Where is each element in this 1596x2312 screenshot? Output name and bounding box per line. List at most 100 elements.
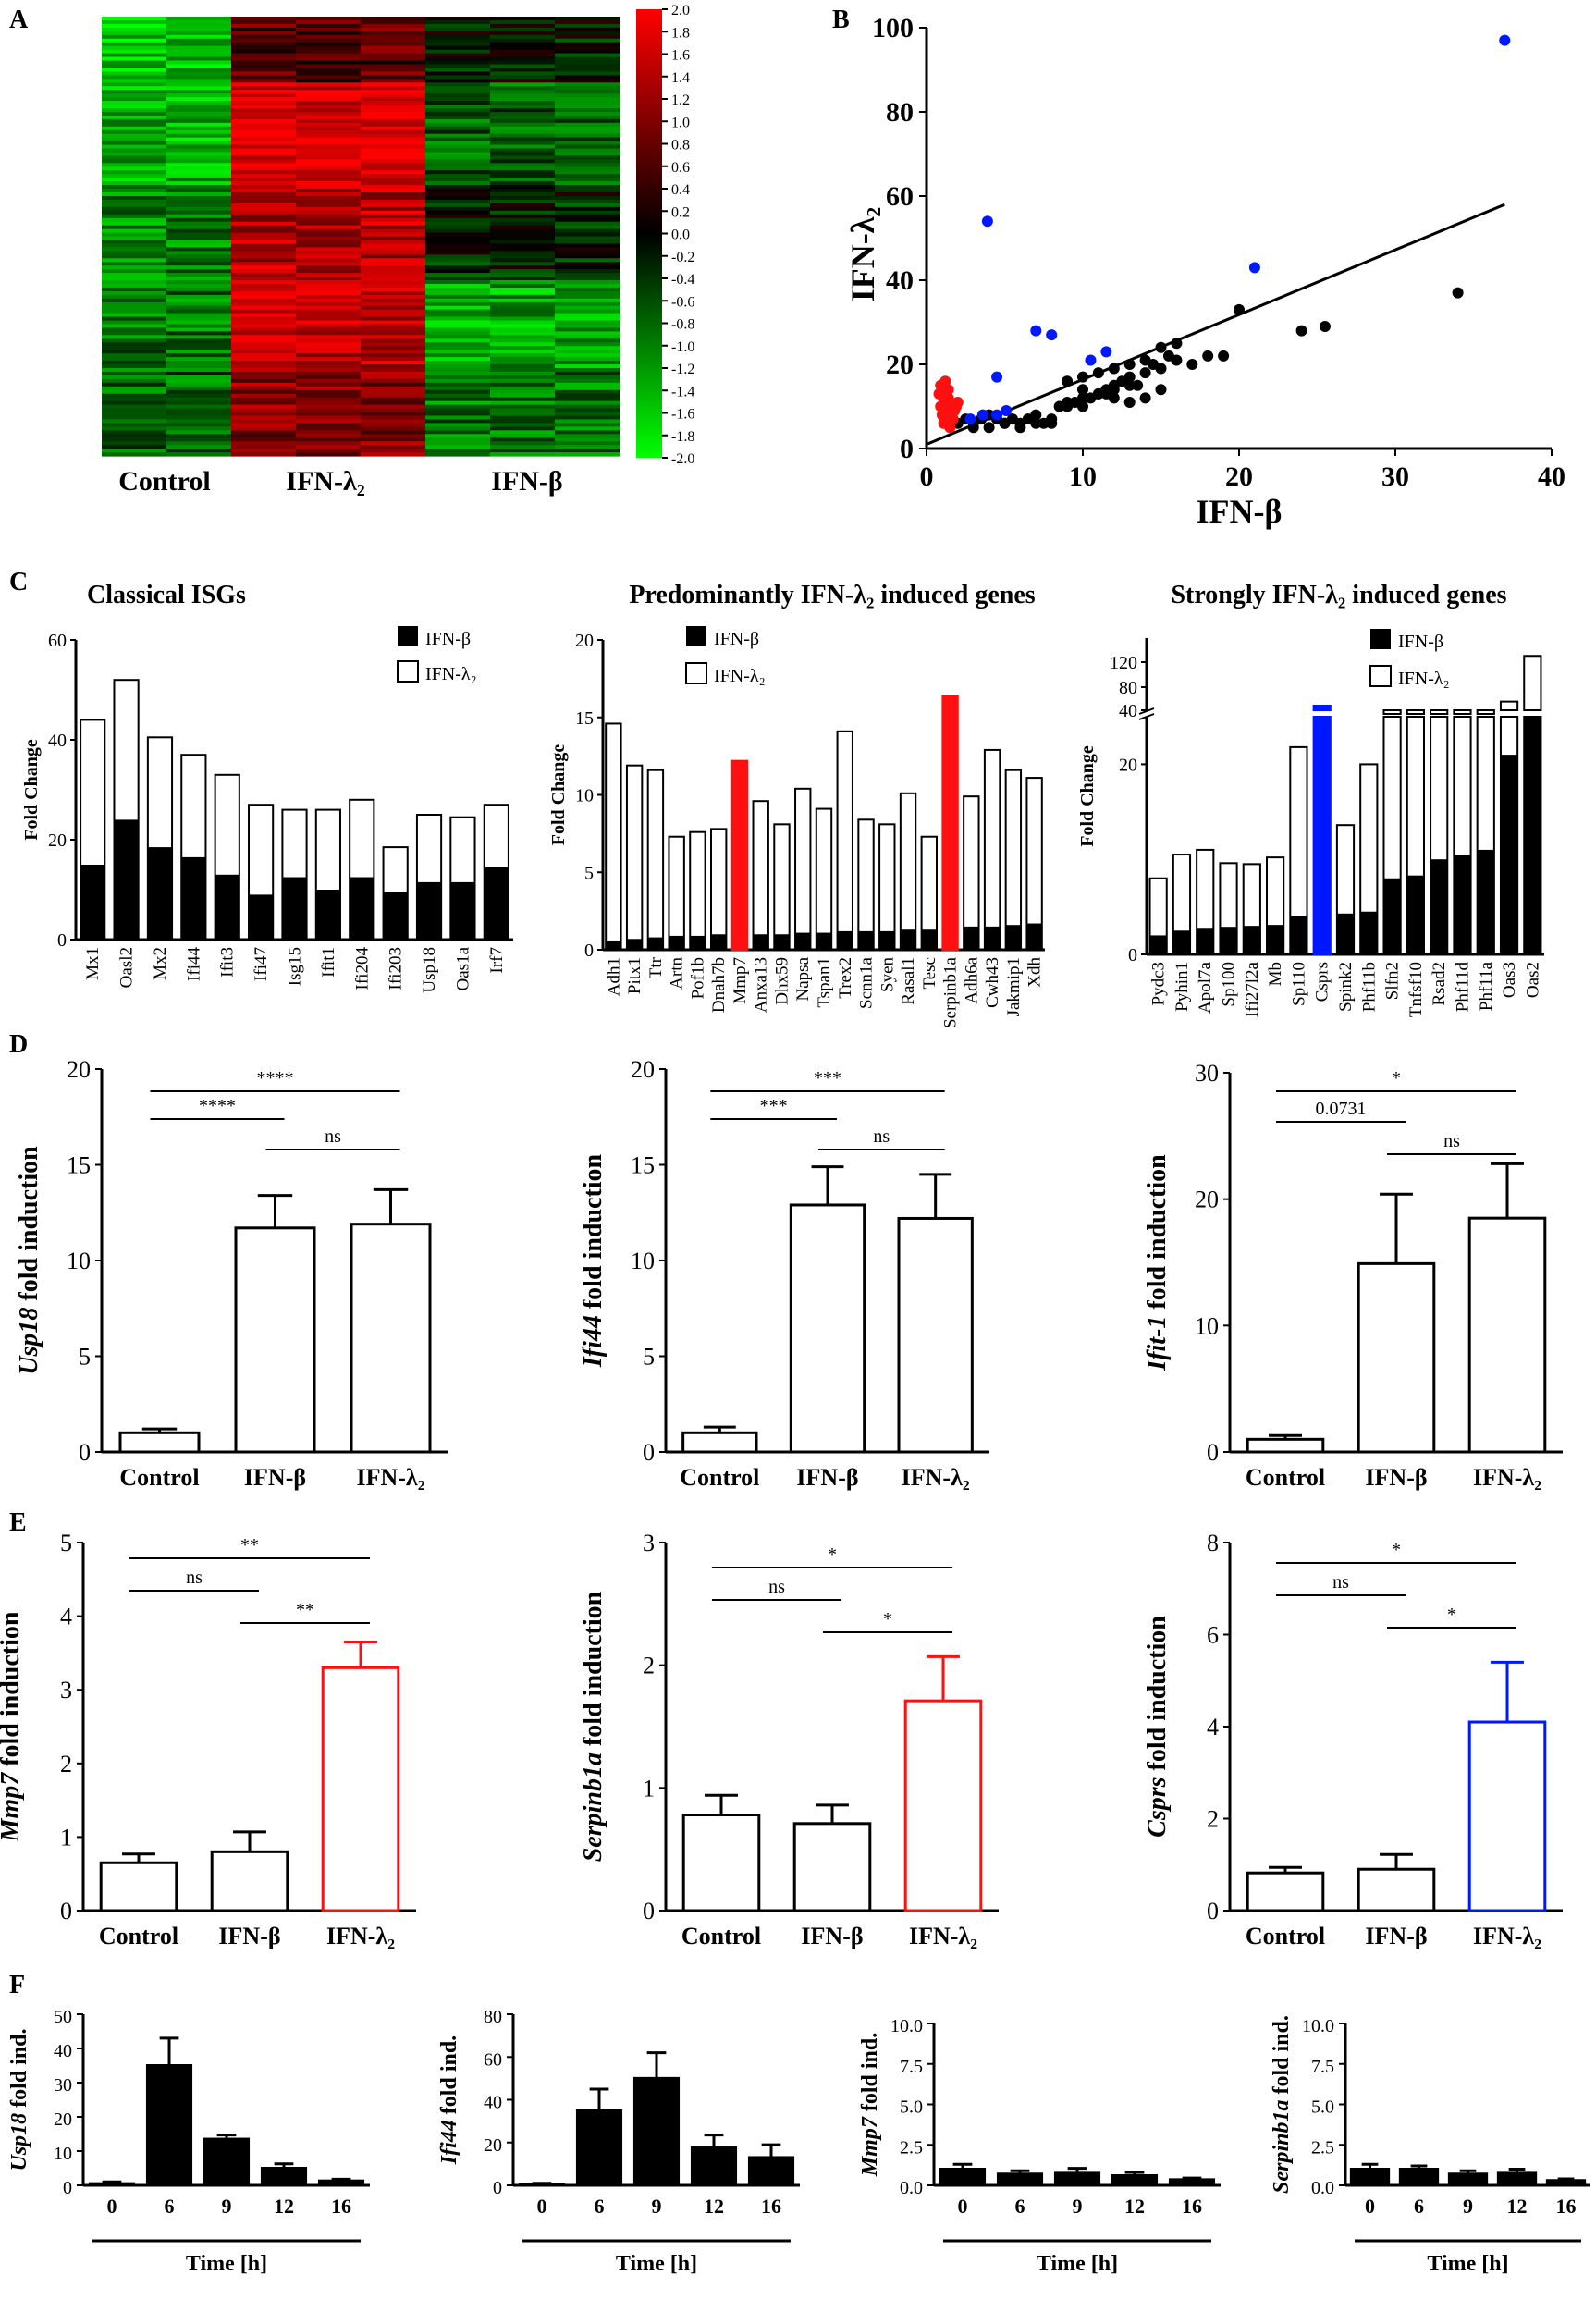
bar: [88, 2182, 136, 2187]
heatmap-cell: [166, 155, 232, 160]
bar-beta: [114, 819, 139, 940]
heatmap-cell: [231, 174, 297, 178]
heatmap-cell: [490, 27, 556, 32]
heatmap-cell: [102, 17, 167, 21]
heatmap-cell: [166, 137, 232, 142]
heatmap-cell: [296, 101, 362, 105]
heatmap-cell: [231, 452, 297, 457]
heatmap-cell: [166, 273, 232, 277]
heatmap-cell: [166, 129, 232, 135]
heatmap-cell: [296, 166, 362, 171]
heatmap-cell: [361, 97, 426, 102]
heatmap-cell: [296, 290, 362, 296]
heatmap-cell: [490, 449, 556, 453]
x-tick-label: Oas3: [1500, 962, 1519, 998]
heatmap-cell: [490, 338, 556, 343]
heatmap-cell: [490, 133, 556, 139]
scatter-point-blue: [981, 215, 993, 228]
significance-label: ns: [186, 1568, 203, 1588]
heatmap-cell: [231, 122, 297, 128]
x-tick-label: Irf7: [487, 947, 507, 973]
heatmap-cell: [555, 185, 620, 190]
bar: [1467, 1720, 1547, 1912]
heatmap-cell: [361, 393, 426, 399]
heatmap-cell: [102, 430, 167, 435]
colorbar-tick-label: 0.8: [671, 138, 690, 154]
bar-beta: [647, 937, 664, 950]
heatmap-cell: [231, 68, 297, 72]
heatmap-cell: [296, 90, 362, 94]
bar-lambda: [941, 695, 959, 951]
heatmap-cell: [102, 400, 167, 406]
heatmap-cell: [425, 430, 491, 435]
bar: [118, 1431, 201, 1454]
heatmap-cell: [231, 75, 297, 80]
heatmap-cell: [166, 324, 232, 329]
y-tick-label: 0: [63, 2178, 72, 2198]
heatmap-cell: [296, 17, 362, 21]
heatmap-cell: [102, 148, 167, 154]
heatmap-cell: [425, 71, 491, 76]
heatmap-cell: [166, 350, 232, 354]
heatmap-cell: [425, 280, 491, 285]
bar-beta: [1383, 878, 1401, 954]
heatmap-cell: [166, 382, 232, 387]
heatmap-cell: [102, 152, 167, 157]
heatmap-cell: [425, 331, 491, 336]
scatter-point-black: [1062, 396, 1074, 408]
y-tick-label: 20: [631, 1056, 655, 1083]
heatmap-cell: [166, 338, 232, 343]
y-tick-label: 20: [54, 2109, 72, 2130]
y-tick-label: 2: [1207, 1806, 1219, 1833]
heatmap-cell: [102, 419, 167, 424]
bar-beta: [731, 934, 748, 950]
heatmap-cell: [490, 346, 556, 350]
heatmap-cell: [555, 247, 620, 252]
heatmap-cell: [425, 42, 491, 47]
scatter-point-black: [1046, 417, 1058, 429]
heatmap-cell: [166, 371, 232, 376]
heatmap-cell: [490, 452, 556, 457]
colorbar-tick-label: 0.6: [671, 160, 690, 176]
heatmap-cell: [166, 82, 232, 87]
heatmap-cell: [166, 107, 232, 113]
heatmap-cell: [490, 415, 556, 421]
heatmap-cell: [102, 45, 167, 51]
bar: [1398, 2168, 1440, 2187]
heatmap-cell: [555, 42, 620, 47]
heatmap-cell: [425, 283, 491, 289]
heatmap-cell: [361, 137, 426, 142]
y-tick-label: 0: [1128, 945, 1137, 965]
heatmap-cell: [555, 361, 620, 365]
heatmap-cell: [166, 225, 232, 230]
heatmap-cell: [361, 236, 426, 241]
heatmap-cell: [555, 38, 620, 43]
y-axis-label-suffix: fold ind.: [437, 2035, 461, 2120]
heatmap-cell: [102, 228, 167, 234]
c1-title: Classical ISGs: [87, 581, 246, 609]
heatmap-cell: [555, 386, 620, 391]
heatmap-cell: [555, 90, 620, 94]
heatmap-cell: [166, 199, 232, 204]
heatmap-cell: [425, 243, 491, 248]
heatmap-cell: [102, 309, 167, 314]
heatmap-cell: [231, 437, 297, 442]
heatmap-cell: [425, 45, 491, 51]
bar: [203, 2137, 251, 2187]
heatmap-cell: [166, 214, 232, 219]
scatter-point-black: [1295, 325, 1307, 337]
bar-lambda: [899, 792, 917, 952]
heatmap-cell: [166, 192, 232, 197]
heatmap-cell: [425, 364, 491, 369]
y-tick-label: 5: [79, 1344, 91, 1371]
heatmap-cell: [425, 19, 491, 25]
heatmap-cell: [425, 353, 491, 358]
y-tick-label: 15: [67, 1152, 91, 1179]
heatmap-cell: [555, 434, 620, 438]
heatmap-cell: [102, 75, 167, 80]
heatmap-cell: [425, 122, 491, 128]
heatmap-cell: [102, 189, 167, 193]
heatmap-cell: [231, 192, 297, 197]
heatmap-cell: [231, 397, 297, 402]
heatmap-cell: [166, 342, 232, 347]
